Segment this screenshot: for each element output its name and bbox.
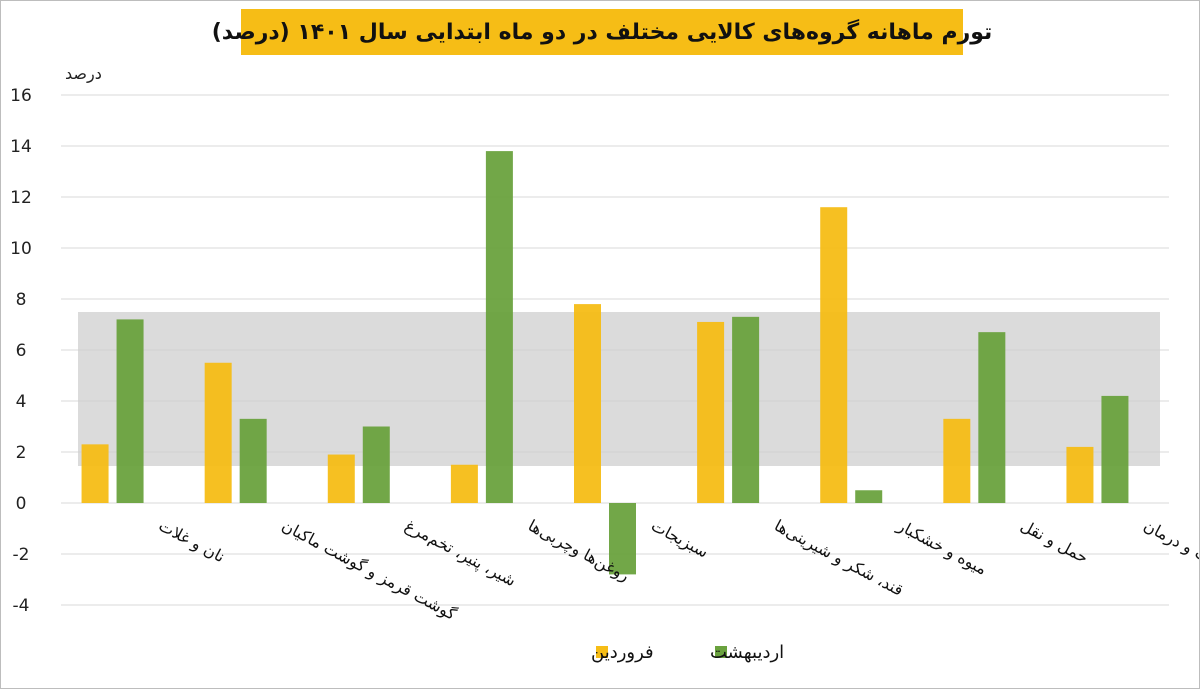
bar-ordibehesht [362,426,390,503]
bar-farvardin [697,321,725,503]
legend-label: فروردین [591,642,654,663]
category-label: قند، شکر و شیرینی‌ها [771,516,907,601]
y-tick-label: 16 [10,86,32,106]
legend-label: اردیبهشت [710,642,784,663]
y-tick-label: 2 [16,443,27,463]
category-label: نان و غلات [155,516,228,567]
y-tick-label: -2 [13,545,30,565]
y-tick-label: 12 [10,188,32,208]
bar-ordibehesht [609,503,636,575]
chart-title: تورم ماهانه گروه‌های کالایی مختلف در دو … [211,19,993,45]
y-tick-label: 14 [10,137,32,157]
bar-farvardin [1066,446,1094,503]
bar-farvardin [450,464,478,503]
y-tick-label: 6 [16,341,27,361]
y-tick-label: 8 [16,290,27,310]
y-tick-label: 0 [16,494,27,514]
bar-ordibehesht [978,332,1006,503]
bar-ordibehesht [485,151,513,503]
bar-ordibehesht [239,418,267,503]
y-axis-unit-label: درصد [65,64,102,84]
bar-ordibehesht [1101,395,1129,503]
category-label: میوه و خشکبار [893,515,990,579]
bar-farvardin [204,362,232,503]
bar-farvardin [943,418,971,503]
y-tick-label: -4 [13,596,30,616]
bar-ordibehesht [855,490,883,503]
category-label: حمل و نقل [1017,516,1092,568]
category-label: بهداشت و درمان [1140,516,1199,586]
bar-farvardin [574,304,601,503]
legend-swatch [596,646,608,658]
y-tick-label: 4 [16,392,27,412]
legend-swatch [715,646,727,658]
bar-farvardin [820,207,848,503]
y-tick-label: 10 [10,239,32,259]
category-label: سبزیجات [648,516,712,563]
bar-farvardin [81,444,109,503]
bar-ordibehesht [732,316,760,503]
y-tick-labels: 16 14 12 10 8 6 4 2 0 -2 -4 [10,86,32,616]
bar-farvardin [327,454,355,503]
bars-layer [81,151,1129,575]
legend: فروردین اردیبهشت [591,642,784,663]
category-label: شیر، پنیر، تخم‌مرغ [401,516,519,591]
bar-ordibehesht [116,319,144,503]
chart-title-box: تورم ماهانه گروه‌های کالایی مختلف در دو … [212,9,992,55]
